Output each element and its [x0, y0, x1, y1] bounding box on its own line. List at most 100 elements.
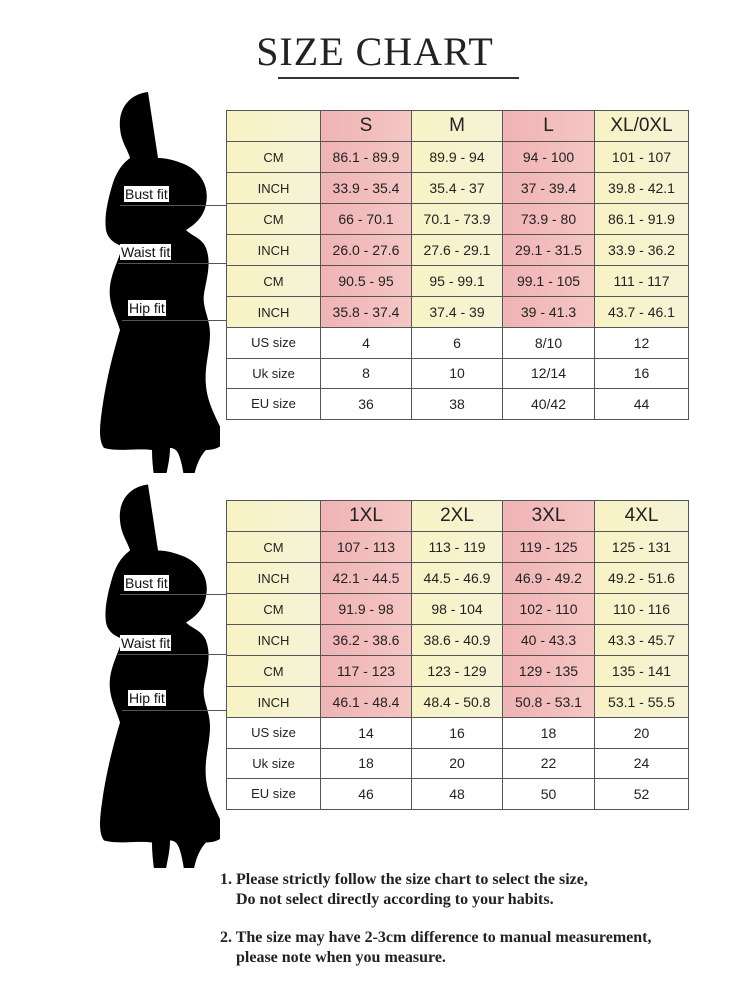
- hip-fit-label: Hip fit: [128, 300, 166, 316]
- value-cell: 117 - 123: [320, 655, 412, 687]
- value-cell: 14: [320, 717, 412, 749]
- value-cell: 24: [594, 747, 689, 779]
- value-cell: 33.9 - 36.2: [594, 234, 689, 266]
- value-cell: 20: [411, 747, 503, 779]
- value-cell: 94 - 100: [502, 141, 595, 173]
- table-row: EU size 46 48 50 52: [226, 778, 689, 810]
- value-cell: 38.6 - 40.9: [411, 624, 503, 656]
- value-cell: 73.9 - 80: [502, 203, 595, 235]
- value-cell: 49.2 - 51.6: [594, 562, 689, 594]
- note-2-line-1: 2. The size may have 2-3cm difference to…: [220, 929, 652, 946]
- value-cell: 44.5 - 46.9: [411, 562, 503, 594]
- hip-fit-label: Hip fit: [128, 690, 166, 706]
- row-label-cell: EU size: [226, 388, 321, 420]
- value-cell: 18: [502, 717, 595, 749]
- row-label-cell: CM: [226, 141, 321, 173]
- header-corner-cell: [226, 110, 321, 142]
- hip-fit-line: [122, 320, 226, 321]
- table-row: CM 107 - 113 113 - 119 119 - 125 125 - 131: [226, 531, 689, 563]
- hip-fit-line: [122, 710, 226, 711]
- bust-fit-label: Bust fit: [124, 575, 169, 591]
- value-cell: 111 - 117: [594, 265, 689, 297]
- row-label-cell: CM: [226, 593, 321, 625]
- value-cell: 90.5 - 95: [320, 265, 412, 297]
- row-label-cell: INCH: [226, 296, 321, 328]
- value-cell: 36: [320, 388, 412, 420]
- value-cell: 8: [320, 357, 412, 389]
- value-cell: 12/14: [502, 357, 595, 389]
- value-cell: 125 - 131: [594, 531, 689, 563]
- row-label-cell: CM: [226, 655, 321, 687]
- value-cell: 26.0 - 27.6: [320, 234, 412, 266]
- value-cell: 123 - 129: [411, 655, 503, 687]
- note-1-line-2: Do not select directly according to your…: [236, 891, 554, 908]
- value-cell: 119 - 125: [502, 531, 595, 563]
- value-cell: 36.2 - 38.6: [320, 624, 412, 656]
- value-cell: 70.1 - 73.9: [411, 203, 503, 235]
- size-header-cell: 2XL: [411, 500, 503, 532]
- table-row: US size 14 16 18 20: [226, 717, 689, 749]
- note-1: 1. Please strictly follow the size chart…: [220, 870, 588, 910]
- value-cell: 89.9 - 94: [411, 141, 503, 173]
- row-label-cell: EU size: [226, 778, 321, 810]
- table-row: CM 117 - 123 123 - 129 129 - 135 135 - 141: [226, 655, 689, 687]
- value-cell: 95 - 99.1: [411, 265, 503, 297]
- row-label-cell: CM: [226, 265, 321, 297]
- value-cell: 113 - 119: [411, 531, 503, 563]
- waist-fit-line: [118, 654, 226, 655]
- value-cell: 44: [594, 388, 689, 420]
- value-cell: 20: [594, 717, 689, 749]
- table-row: Uk size 18 20 22 24: [226, 747, 689, 779]
- value-cell: 33.9 - 35.4: [320, 172, 412, 204]
- value-cell: 39.8 - 42.1: [594, 172, 689, 204]
- value-cell: 43.7 - 46.1: [594, 296, 689, 328]
- size-table-regular: S M L XL/0XL CM 86.1 - 89.9 89.9 - 94 94 - 100 1…: [226, 110, 689, 420]
- value-cell: 53.1 - 55.5: [594, 686, 689, 718]
- value-cell: 101 - 107: [594, 141, 689, 173]
- value-cell: 50: [502, 778, 595, 810]
- waist-fit-label: Waist fit: [120, 244, 172, 260]
- value-cell: 37.4 - 39: [411, 296, 503, 328]
- value-cell: 40/42: [502, 388, 595, 420]
- note-2-line-2: please note when you measure.: [236, 949, 446, 966]
- woman-silhouette-icon: [100, 484, 220, 868]
- value-cell: 46: [320, 778, 412, 810]
- table-row: CM 66 - 70.1 70.1 - 73.9 73.9 - 80 86.1 - 91…: [226, 203, 689, 235]
- value-cell: 48: [411, 778, 503, 810]
- woman-silhouette-icon: [100, 92, 220, 473]
- table-row: INCH 35.8 - 37.4 37.4 - 39 39 - 41.3 43.7 - …: [226, 296, 689, 328]
- value-cell: 18: [320, 747, 412, 779]
- bust-fit-label: Bust fit: [124, 186, 169, 202]
- table-row: INCH 42.1 - 44.5 44.5 - 46.9 46.9 - 49.2 49.…: [226, 562, 689, 594]
- value-cell: 40 - 43.3: [502, 624, 595, 656]
- table-row: CM 91.9 - 98 98 - 104 102 - 110 110 - 116: [226, 593, 689, 625]
- table-row: INCH 36.2 - 38.6 38.6 - 40.9 40 - 43.3 43.3 …: [226, 624, 689, 656]
- row-label-cell: Uk size: [226, 357, 321, 389]
- value-cell: 66 - 70.1: [320, 203, 412, 235]
- value-cell: 110 - 116: [594, 593, 689, 625]
- page-title: SIZE CHART: [256, 29, 494, 74]
- value-cell: 12: [594, 327, 689, 359]
- value-cell: 98 - 104: [411, 593, 503, 625]
- row-label-cell: INCH: [226, 624, 321, 656]
- size-header-cell: 1XL: [320, 500, 412, 532]
- size-header-cell: M: [411, 110, 503, 142]
- bust-fit-line: [120, 594, 226, 595]
- bust-fit-line: [120, 205, 226, 206]
- size-table-plus: 1XL 2XL 3XL 4XL CM 107 - 113 113 - 119 119 - 12…: [226, 500, 689, 810]
- row-label-cell: CM: [226, 531, 321, 563]
- value-cell: 4: [320, 327, 412, 359]
- note-1-line-1: 1. Please strictly follow the size chart…: [220, 871, 588, 888]
- value-cell: 46.1 - 48.4: [320, 686, 412, 718]
- header-corner-cell: [226, 500, 321, 532]
- table-row: INCH 26.0 - 27.6 27.6 - 29.1 29.1 - 31.5 33.…: [226, 234, 689, 266]
- value-cell: 102 - 110: [502, 593, 595, 625]
- row-label-cell: US size: [226, 327, 321, 359]
- value-cell: 35.8 - 37.4: [320, 296, 412, 328]
- table-row: CM 86.1 - 89.9 89.9 - 94 94 - 100 101 - 107: [226, 141, 689, 173]
- row-label-cell: US size: [226, 717, 321, 749]
- value-cell: 39 - 41.3: [502, 296, 595, 328]
- value-cell: 6: [411, 327, 503, 359]
- value-cell: 91.9 - 98: [320, 593, 412, 625]
- value-cell: 42.1 - 44.5: [320, 562, 412, 594]
